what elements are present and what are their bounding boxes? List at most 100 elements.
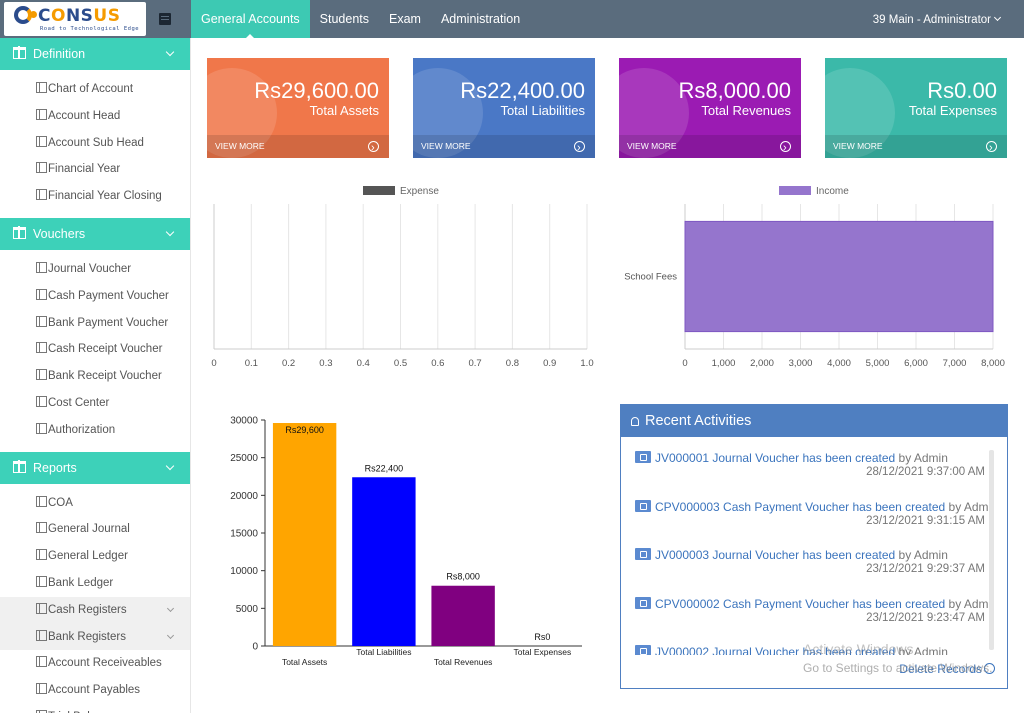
view-more-link[interactable]: VIEW MORE: [207, 135, 389, 158]
activity-scrollbar[interactable]: [989, 450, 994, 650]
activity-link[interactable]: JV000002 Journal Voucher has been create…: [655, 645, 896, 655]
sidebar-item-cost-center[interactable]: Cost Center: [0, 390, 190, 417]
sidebar-item-cash-payment-voucher[interactable]: Cash Payment Voucher: [0, 283, 190, 310]
gift-icon: [13, 225, 26, 239]
sidebar-section-vouchers[interactable]: Vouchers: [0, 217, 190, 250]
income-chart: Income 0 1,000 2,000 3,000 4,000 5,000 6,000 7,0…: [624, 186, 1005, 369]
sidebar-item-general-ledger[interactable]: General Ledger: [0, 543, 190, 570]
sidebar-item-label: Financial Year: [48, 163, 121, 176]
sidebar-item-general-journal[interactable]: General Journal: [0, 516, 190, 543]
sidebar-item-account-payables[interactable]: Account Payables: [0, 677, 190, 704]
nav-tab-students[interactable]: Students: [319, 12, 370, 26]
sidebar-item-label: Account Payables: [48, 684, 141, 697]
app-logo[interactable]: CONSUS Road to Technological Edge: [4, 2, 146, 36]
delete-records-link[interactable]: Delete Records: [899, 662, 995, 676]
sidebar-item-label: Account Sub Head: [48, 136, 144, 149]
sidebar-item-bank-ledger[interactable]: Bank Ledger: [0, 570, 190, 597]
activity-author: by Admin: [945, 596, 993, 611]
bar-school-fees[interactable]: [684, 220, 994, 333]
nav-tab-administration[interactable]: Administration: [440, 12, 521, 26]
bar-total-revenues[interactable]: [431, 585, 495, 646]
sidebar: Definition Chart of Account Account Head Ac…: [0, 38, 191, 713]
view-more-label: VIEW MORE: [833, 141, 883, 151]
sidebar-item-financial-year-closing[interactable]: Financial Year Closing: [0, 183, 190, 210]
nav-tab-exam[interactable]: Exam: [389, 12, 421, 26]
bar-data-label: Rs8,000: [446, 572, 480, 582]
chevron-down-icon: [165, 461, 175, 470]
sidebar-section-definition[interactable]: Definition: [0, 38, 190, 70]
activity-item: CPV000002 Cash Payment Voucher has been …: [621, 583, 993, 632]
gift-icon: [13, 46, 26, 59]
x-tick-label: 8,000: [981, 358, 1005, 369]
sidebar-item-bank-registers[interactable]: Bank Registers: [0, 623, 190, 651]
view-more-link[interactable]: VIEW MORE: [825, 135, 1007, 158]
activity-item: JV000002 Journal Voucher has been create…: [621, 631, 993, 655]
arrow-circle-icon: [986, 137, 997, 158]
x-tick-label: 6,000: [904, 358, 928, 369]
arrow-circle-icon: [780, 137, 791, 158]
x-tick-label: 0.7: [468, 358, 481, 369]
menu-toggle-icon[interactable]: [159, 13, 171, 25]
stat-card-value: Rs22,400.00: [460, 78, 585, 103]
activity-link[interactable]: JV000003 Journal Voucher has been create…: [655, 548, 896, 562]
book-icon: [36, 342, 47, 354]
logo-dot-icon: [30, 11, 37, 18]
sidebar-section-title: Reports: [33, 460, 77, 475]
stat-card-total-liabilities[interactable]: Rs22,400.00 Total Liabilities VIEW MORE: [413, 58, 595, 158]
stat-card-value: Rs8,000.00: [678, 78, 791, 103]
nav-tab-general-accounts[interactable]: General Accounts: [191, 0, 310, 39]
user-menu[interactable]: 39 Main - Administrator: [873, 0, 1002, 40]
stat-card-label: Total Revenues: [701, 103, 791, 118]
x-tick-label: 0.5: [394, 358, 407, 369]
legend-swatch[interactable]: [779, 186, 811, 195]
stat-card-total-revenues[interactable]: Rs8,000.00 Total Revenues VIEW MORE: [619, 58, 801, 158]
book-icon: [36, 629, 47, 641]
bar-total-assets[interactable]: [272, 423, 337, 646]
sidebar-item-bank-payment-voucher[interactable]: Bank Payment Voucher: [0, 310, 190, 337]
sidebar-section-title: Definition: [33, 47, 86, 61]
x-tick-label: 4,000: [827, 358, 851, 369]
legend-swatch[interactable]: [363, 186, 395, 195]
sidebar-item-cash-registers[interactable]: Cash Registers: [0, 596, 190, 624]
sidebar-item-journal-voucher[interactable]: Journal Voucher: [0, 256, 190, 283]
x-tick-label: 0.6: [431, 358, 444, 369]
stat-card-total-expenses[interactable]: Rs0.00 Total Expenses VIEW MORE: [825, 58, 1007, 158]
sidebar-item-trial-balance[interactable]: Trial Balance: [0, 704, 190, 713]
sidebar-item-account-sub-head[interactable]: Account Sub Head: [0, 130, 190, 157]
stat-card-label: Total Assets: [309, 103, 379, 118]
sidebar-item-cash-receipt-voucher[interactable]: Cash Receipt Voucher: [0, 336, 190, 363]
book-icon: [36, 369, 47, 381]
activity-author: by Admin: [895, 548, 948, 562]
activity-link[interactable]: CPV000003 Cash Payment Voucher has been …: [655, 499, 946, 514]
activity-time: 23/12/2021 9:31:15 AM: [866, 514, 985, 527]
sidebar-item-financial-year[interactable]: Financial Year: [0, 156, 190, 183]
sidebar-item-label: Bank Payment Voucher: [48, 316, 169, 329]
sidebar-item-label: Cash Registers: [48, 603, 127, 616]
stat-card-label: Total Liabilities: [500, 103, 585, 118]
arrow-circle-icon: [574, 137, 585, 158]
view-more-link[interactable]: VIEW MORE: [413, 135, 595, 158]
view-more-link[interactable]: VIEW MORE: [619, 135, 801, 158]
sidebar-item-coa[interactable]: COA: [0, 490, 190, 517]
sidebar-item-chart-of-account[interactable]: Chart of Account: [0, 76, 190, 103]
activity-link[interactable]: JV000001 Journal Voucher has been create…: [655, 451, 896, 465]
chevron-down-icon: [166, 631, 175, 639]
activity-link[interactable]: CPV000002 Cash Payment Voucher has been …: [655, 596, 946, 611]
y-tick-label: 0: [252, 642, 258, 653]
expense-chart: Expense 0 0.1 0.2 0.3 0.4 0.5 0.6 0.7 0.8 0.9 1.0: [211, 186, 594, 369]
sidebar-item-account-receiveables[interactable]: Account Receiveables: [0, 650, 190, 677]
chevron-down-icon: [165, 227, 175, 237]
activity-time: 28/12/2021 9:37:00 AM: [866, 466, 985, 478]
bar-total-liabilities[interactable]: [352, 477, 416, 646]
book-icon: [36, 549, 47, 561]
stat-card-total-assets[interactable]: Rs29,600.00 Total Assets VIEW MORE: [207, 58, 389, 158]
y-tick-label: 5000: [236, 604, 259, 615]
book-icon: [36, 575, 47, 587]
sidebar-item-authorization[interactable]: Authorization: [0, 417, 190, 444]
sidebar-section-reports[interactable]: Reports: [0, 451, 190, 484]
book-icon: [36, 288, 47, 300]
x-category-label: Total Liabilities: [356, 647, 411, 657]
sidebar-item-bank-receipt-voucher[interactable]: Bank Receipt Voucher: [0, 363, 190, 390]
sidebar-item-account-head[interactable]: Account Head: [0, 103, 190, 130]
spacer: [0, 210, 190, 218]
